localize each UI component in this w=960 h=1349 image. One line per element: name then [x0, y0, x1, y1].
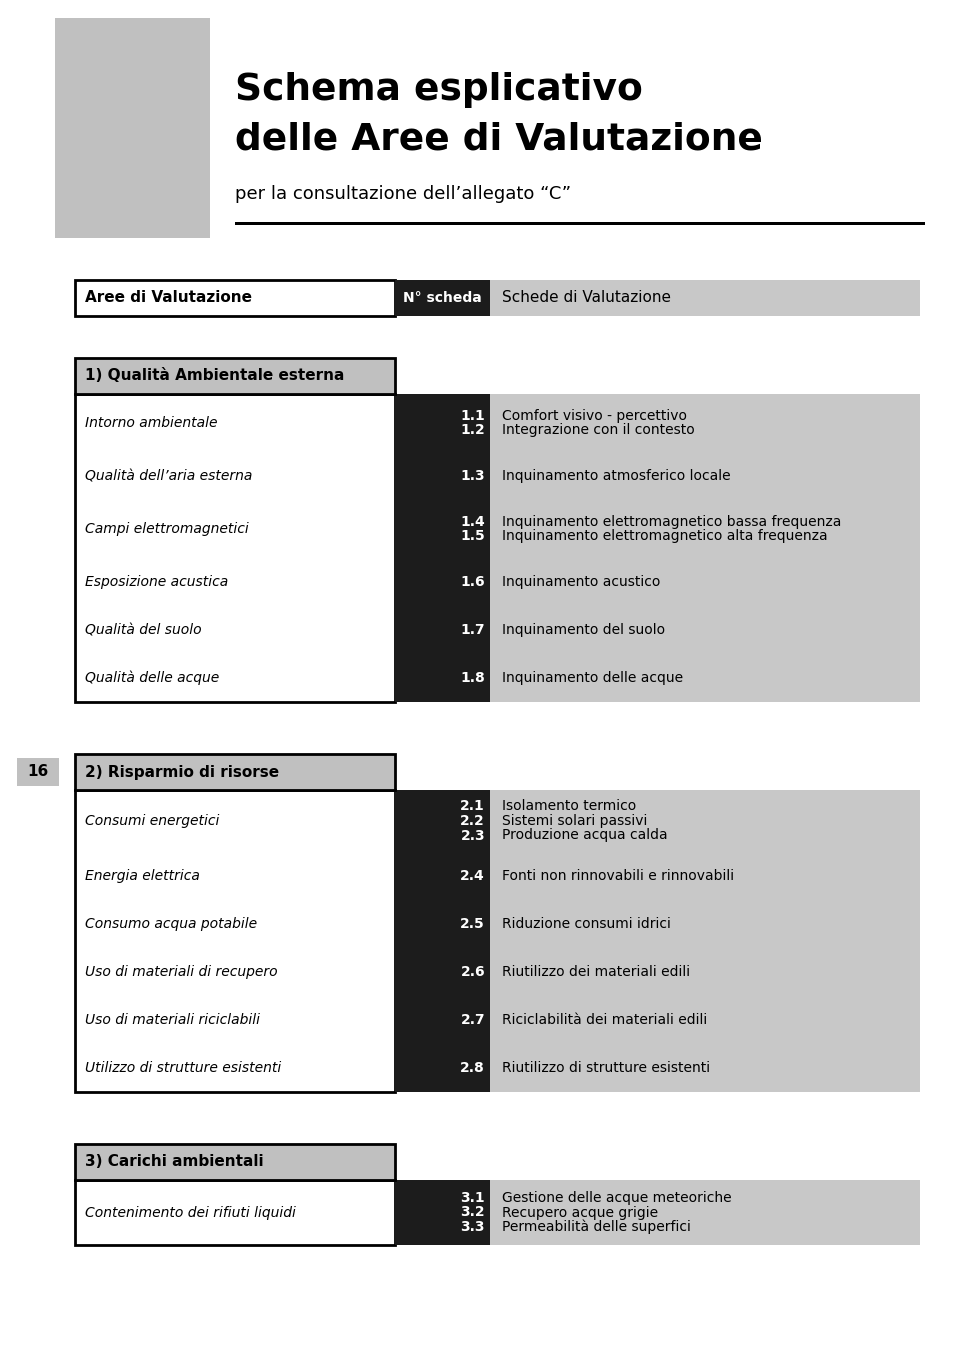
- Bar: [75, 1144, 395, 1180]
- Text: 2.6: 2.6: [461, 965, 485, 979]
- Text: Uso di materiali di recupero: Uso di materiali di recupero: [85, 965, 277, 979]
- Text: 1.5: 1.5: [460, 529, 485, 544]
- Text: 1.1: 1.1: [460, 409, 485, 422]
- Text: 2.8: 2.8: [460, 1062, 485, 1075]
- Text: 1.4: 1.4: [460, 515, 485, 529]
- Text: Qualità del suolo: Qualità del suolo: [85, 623, 202, 637]
- Text: Contenimento dei rifiuti liquidi: Contenimento dei rifiuti liquidi: [85, 1206, 296, 1219]
- Text: 1.6: 1.6: [461, 575, 485, 590]
- Text: Fonti non rinnovabili e rinnovabili: Fonti non rinnovabili e rinnovabili: [502, 869, 734, 884]
- Bar: [395, 281, 490, 316]
- Bar: [235, 223, 925, 224]
- Text: 3) Carichi ambientali: 3) Carichi ambientali: [85, 1155, 264, 1170]
- Bar: [75, 754, 395, 791]
- Text: 2.3: 2.3: [461, 828, 485, 843]
- Text: per la consultazione dell’allegato “C”: per la consultazione dell’allegato “C”: [235, 185, 571, 202]
- Bar: [490, 791, 920, 1091]
- Text: Isolamento termico: Isolamento termico: [502, 800, 636, 813]
- Text: Schema esplicativo: Schema esplicativo: [235, 71, 643, 108]
- Bar: [395, 791, 490, 1091]
- Text: 2.4: 2.4: [460, 869, 485, 884]
- Text: Esposizione acustica: Esposizione acustica: [85, 575, 228, 590]
- Text: Campi elettromagnetici: Campi elettromagnetici: [85, 522, 249, 536]
- Bar: [75, 357, 395, 394]
- Text: 2.5: 2.5: [460, 917, 485, 931]
- Text: 1.7: 1.7: [461, 623, 485, 637]
- Text: Gestione delle acque meteoriche: Gestione delle acque meteoriche: [502, 1191, 732, 1205]
- Text: Comfort visivo - percettivo: Comfort visivo - percettivo: [502, 409, 687, 422]
- Text: 1) Qualità Ambientale esterna: 1) Qualità Ambientale esterna: [85, 368, 345, 383]
- Text: N° scheda: N° scheda: [403, 291, 482, 305]
- Bar: [75, 281, 395, 316]
- Text: Intorno ambientale: Intorno ambientale: [85, 415, 218, 430]
- Text: Inquinamento acustico: Inquinamento acustico: [502, 575, 660, 590]
- Text: Qualità delle acque: Qualità delle acque: [85, 670, 219, 685]
- Text: Inquinamento atmosferico locale: Inquinamento atmosferico locale: [502, 469, 731, 483]
- Bar: [490, 281, 920, 316]
- Text: Riutilizzo dei materiali edili: Riutilizzo dei materiali edili: [502, 965, 690, 979]
- Bar: [75, 1180, 395, 1245]
- Text: 2.7: 2.7: [461, 1013, 485, 1027]
- Text: Inquinamento del suolo: Inquinamento del suolo: [502, 623, 665, 637]
- Bar: [75, 791, 395, 1091]
- Text: Produzione acqua calda: Produzione acqua calda: [502, 828, 667, 843]
- Text: delle Aree di Valutazione: delle Aree di Valutazione: [235, 121, 763, 158]
- Bar: [75, 394, 395, 701]
- Text: Schede di Valutazione: Schede di Valutazione: [502, 290, 671, 305]
- Bar: [395, 394, 490, 701]
- Bar: [395, 1180, 490, 1245]
- Text: Recupero acque grigie: Recupero acque grigie: [502, 1206, 659, 1219]
- Text: Inquinamento elettromagnetico alta frequenza: Inquinamento elettromagnetico alta frequ…: [502, 529, 828, 544]
- Text: 3.1: 3.1: [461, 1191, 485, 1205]
- Text: Integrazione con il contesto: Integrazione con il contesto: [502, 424, 695, 437]
- Bar: [490, 394, 920, 701]
- Text: Riciclabilità dei materiali edili: Riciclabilità dei materiali edili: [502, 1013, 708, 1027]
- Text: 2.2: 2.2: [460, 813, 485, 828]
- Text: 2) Risparmio di risorse: 2) Risparmio di risorse: [85, 765, 279, 780]
- Text: Inquinamento delle acque: Inquinamento delle acque: [502, 670, 684, 685]
- Text: 16: 16: [28, 765, 49, 780]
- Text: Consumi energetici: Consumi energetici: [85, 813, 220, 828]
- Text: Riutilizzo di strutture esistenti: Riutilizzo di strutture esistenti: [502, 1062, 710, 1075]
- Bar: [17, 758, 59, 786]
- Text: 1.8: 1.8: [460, 670, 485, 685]
- Text: Aree di Valutazione: Aree di Valutazione: [85, 290, 252, 305]
- Text: Qualità dell’aria esterna: Qualità dell’aria esterna: [85, 469, 252, 483]
- Text: Energia elettrica: Energia elettrica: [85, 869, 200, 884]
- Text: Sistemi solari passivi: Sistemi solari passivi: [502, 813, 647, 828]
- Text: 2.1: 2.1: [460, 800, 485, 813]
- Text: 1.2: 1.2: [460, 424, 485, 437]
- Text: Consumo acqua potabile: Consumo acqua potabile: [85, 917, 257, 931]
- Text: 3.3: 3.3: [461, 1219, 485, 1234]
- Text: Utilizzo di strutture esistenti: Utilizzo di strutture esistenti: [85, 1062, 281, 1075]
- Text: Permeabilità delle superfici: Permeabilità delle superfici: [502, 1219, 691, 1234]
- Text: Inquinamento elettromagnetico bassa frequenza: Inquinamento elettromagnetico bassa freq…: [502, 515, 841, 529]
- Text: Uso di materiali riciclabili: Uso di materiali riciclabili: [85, 1013, 260, 1027]
- Text: Riduzione consumi idrici: Riduzione consumi idrici: [502, 917, 671, 931]
- Text: 1.3: 1.3: [461, 469, 485, 483]
- Bar: [490, 1180, 920, 1245]
- Bar: [55, 18, 210, 237]
- Text: 3.2: 3.2: [461, 1206, 485, 1219]
